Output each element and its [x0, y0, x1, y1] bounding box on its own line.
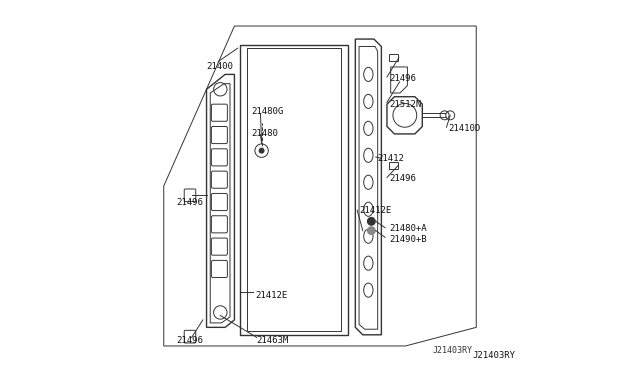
Text: 21412E: 21412E [359, 206, 391, 215]
Circle shape [259, 148, 264, 154]
Text: 21400: 21400 [207, 62, 234, 71]
Text: 21412E: 21412E [255, 291, 287, 300]
Text: 21496: 21496 [389, 174, 416, 183]
Text: 21480+A: 21480+A [389, 224, 426, 233]
Text: 21410D: 21410D [449, 124, 481, 133]
Text: 21463M: 21463M [257, 336, 289, 345]
Circle shape [367, 226, 376, 235]
Text: 21412: 21412 [378, 154, 404, 163]
Text: 21490+B: 21490+B [389, 235, 426, 244]
Circle shape [367, 217, 376, 226]
Text: 21496: 21496 [389, 74, 416, 83]
Text: 21480G: 21480G [251, 107, 284, 116]
Text: 21496: 21496 [177, 336, 204, 345]
Text: J21403RY: J21403RY [472, 351, 516, 360]
Text: J21403RY: J21403RY [433, 346, 472, 355]
Text: 21480: 21480 [251, 129, 278, 138]
Text: 21512N: 21512N [389, 100, 421, 109]
Text: 21496: 21496 [177, 198, 204, 207]
